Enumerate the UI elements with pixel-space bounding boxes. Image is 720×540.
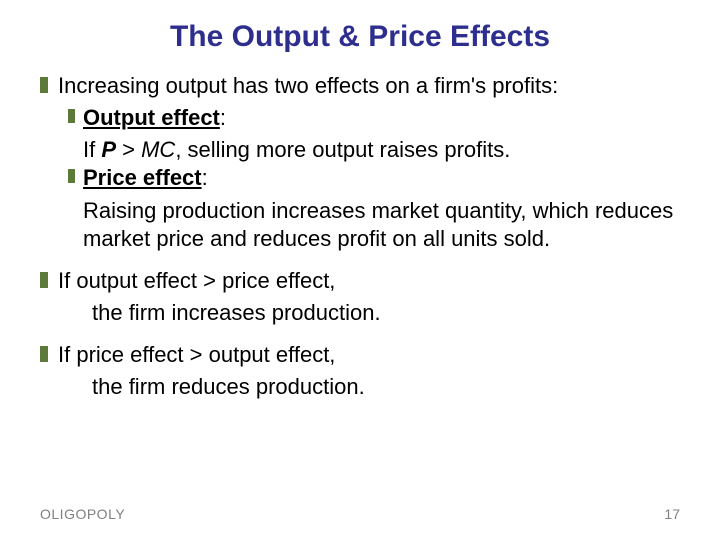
slide-title: The Output & Price Effects bbox=[40, 20, 680, 54]
bullet-2-line2: the firm increases production. bbox=[92, 299, 680, 327]
bullet-2-section: If output effect > price effect, the fir… bbox=[40, 267, 680, 327]
bullet-1-text: Increasing output has two effects on a f… bbox=[58, 72, 558, 100]
bullet-3-line2: the firm reduces production. bbox=[92, 373, 680, 401]
square-bullet-icon bbox=[68, 109, 75, 123]
bullet-1-sub2-body: Raising production increases market quan… bbox=[83, 197, 680, 253]
bullet-1: Increasing output has two effects on a f… bbox=[40, 72, 680, 100]
bullet-3: If price effect > output effect, bbox=[40, 341, 680, 369]
square-bullet-icon bbox=[40, 77, 48, 93]
bullet-1-section: Increasing output has two effects on a f… bbox=[40, 72, 680, 253]
bullet-2-line1: If output effect > price effect, bbox=[58, 267, 335, 295]
bullet-2: If output effect > price effect, bbox=[40, 267, 680, 295]
page-number: 17 bbox=[664, 506, 680, 522]
footer-topic: OLIGOPOLY bbox=[40, 506, 125, 522]
bullet-1-sub1-label: Output effect: bbox=[83, 104, 226, 132]
bullet-3-section: If price effect > output effect, the fir… bbox=[40, 341, 680, 401]
bullet-1-sub2: Price effect: Raising production increas… bbox=[68, 164, 680, 252]
bullet-1-sub1-body: If P > MC, selling more output raises pr… bbox=[83, 136, 680, 164]
square-bullet-icon bbox=[40, 346, 48, 362]
bullet-1-sub2-label: Price effect: bbox=[83, 164, 208, 192]
square-bullet-icon bbox=[40, 272, 48, 288]
square-bullet-icon bbox=[68, 169, 75, 183]
bullet-1-sub1: Output effect: If P > MC, selling more o… bbox=[68, 104, 680, 164]
bullet-3-line1: If price effect > output effect, bbox=[58, 341, 335, 369]
